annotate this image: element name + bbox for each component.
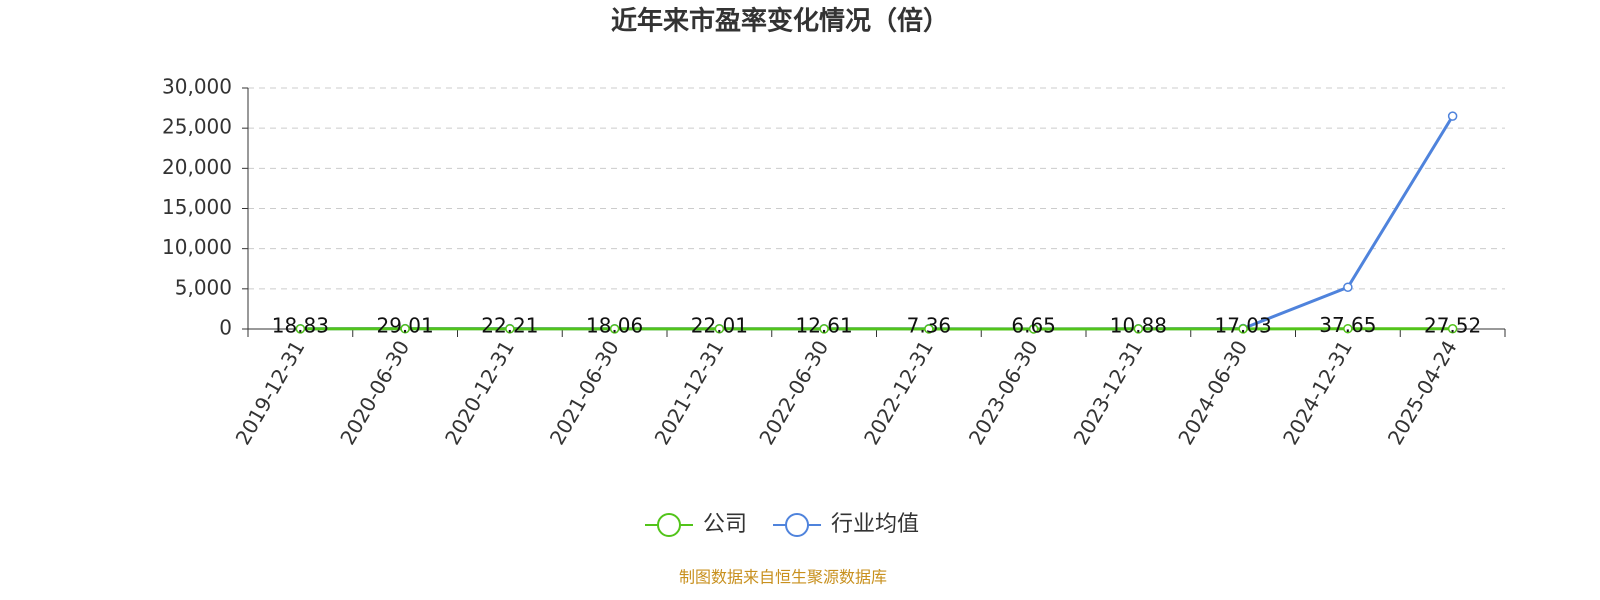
y-tick-label: 0	[219, 316, 232, 340]
x-tick-label: 2023-06-30	[964, 336, 1043, 449]
point	[924, 324, 934, 334]
point	[1447, 324, 1458, 334]
legend-label: 行业均值	[831, 512, 919, 537]
point	[505, 324, 515, 334]
x-tick-label: 2023-12-31	[1069, 336, 1148, 449]
point	[714, 324, 725, 334]
data-label: 6.65	[1011, 313, 1056, 337]
data-label: 22.21	[481, 313, 538, 337]
x-tick-label: 2021-12-31	[650, 336, 729, 449]
y-tick-label: 5,000	[175, 275, 232, 299]
x-tick-label: 2025-04-24	[1383, 336, 1462, 449]
point	[1133, 324, 1144, 334]
source-note: 制图数据来自恒生聚源数据库	[679, 568, 887, 587]
y-tick-label: 30,000	[162, 75, 232, 99]
point	[1343, 323, 1353, 334]
x-tick-label: 2020-06-30	[335, 336, 414, 449]
x-tick-label: 2024-06-30	[1173, 336, 1252, 449]
x-tick-label: 2022-12-31	[859, 336, 938, 449]
point	[819, 324, 829, 334]
point	[1343, 282, 1353, 292]
y-tick-label: 20,000	[162, 155, 232, 179]
legend-marker	[785, 513, 810, 537]
data-label: 29.01	[376, 313, 433, 337]
y-tick-label: 10,000	[162, 235, 232, 259]
data-label: 12.61	[795, 313, 852, 337]
point	[1238, 324, 1248, 334]
data-label: 18.06	[586, 313, 643, 337]
data-label: 22.01	[691, 313, 748, 337]
series-line	[300, 115, 1454, 331]
legend-label: 公司	[703, 512, 747, 537]
point	[400, 324, 410, 334]
data-label: 17.03	[1214, 313, 1271, 337]
x-tick-label: 2020-12-31	[440, 336, 519, 449]
point	[295, 324, 306, 334]
x-tick-label: 2019-12-31	[231, 336, 310, 449]
data-label: 10.88	[1110, 313, 1167, 337]
x-tick-label: 2024-12-31	[1278, 336, 1357, 449]
data-label: 7.36	[907, 313, 952, 337]
data-label: 18.83	[272, 313, 329, 337]
point	[1028, 324, 1039, 334]
data-label: 27.52	[1424, 313, 1481, 337]
point	[609, 324, 620, 334]
y-tick-label: 25,000	[162, 115, 232, 139]
x-tick-label: 2022-06-30	[754, 336, 833, 449]
y-tick-label: 15,000	[162, 195, 232, 219]
point	[1447, 111, 1458, 121]
x-tick-label: 2021-06-30	[545, 336, 624, 449]
legend-marker	[657, 513, 681, 537]
data-label: 37.65	[1319, 313, 1376, 337]
chart-title: 近年来市盈率变化情况（倍）	[611, 6, 949, 37]
